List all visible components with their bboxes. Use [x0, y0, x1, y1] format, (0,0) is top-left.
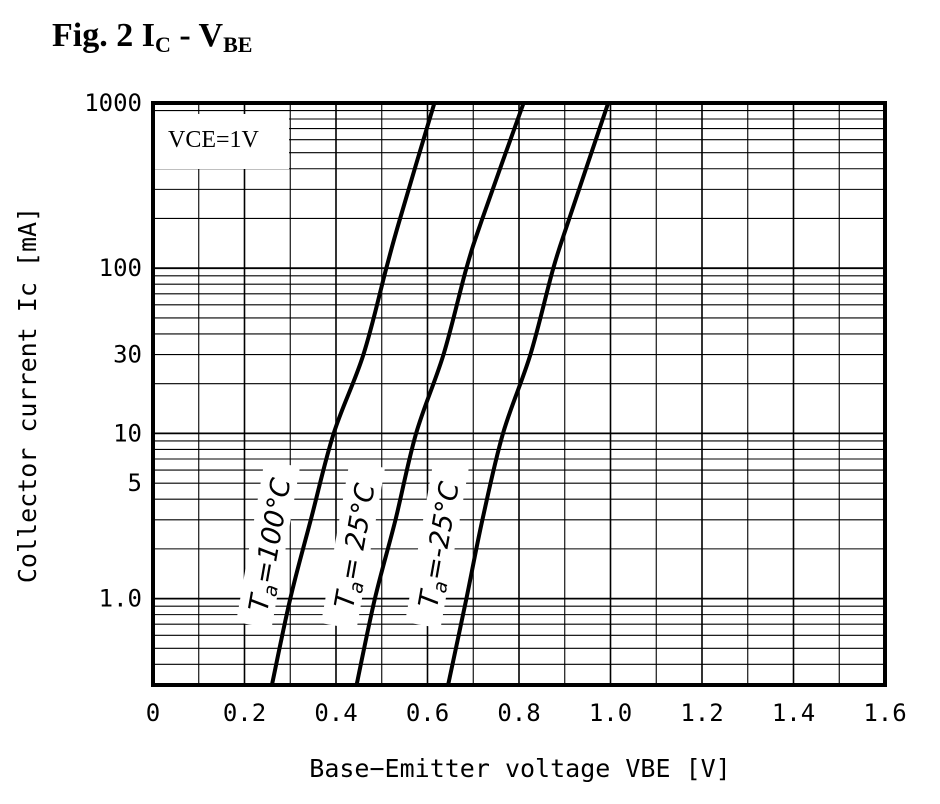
curve-label-background — [236, 460, 301, 629]
x-tick-label: 1.4 — [772, 699, 815, 727]
curve-label-background — [321, 461, 386, 630]
curve-labels: Ta=100°C Ta= 25°C Ta=-25°C — [236, 460, 470, 630]
x-tick-label: 1.2 — [680, 699, 723, 727]
curve-series-2 — [354, 101, 526, 687]
curve-label-1: Ta=100°C — [236, 460, 301, 629]
vce-annotation: VCE=1V — [168, 127, 260, 153]
x-axis-ticks: 0 0.2 0.4 0.6 0.8 1.0 1.2 1.4 1.6 — [146, 699, 907, 727]
x-tick-label: 0.8 — [497, 699, 540, 727]
x-tick-label: 0.6 — [406, 699, 449, 727]
x-tick-label: 1.6 — [863, 699, 906, 727]
annotation-box — [155, 114, 289, 169]
curve-label-3: Ta=-25°C — [405, 460, 470, 629]
y-tick-label: 1000 — [84, 89, 142, 117]
chart-title: Fig. 2 IC - VBE — [52, 17, 252, 57]
x-tick-label: 0.4 — [314, 699, 357, 727]
plot-frame — [151, 101, 887, 687]
y-tick-label: 10 — [113, 419, 142, 447]
y-tick-label: 1.0 — [99, 585, 142, 613]
y-tick-label: 5 — [128, 469, 142, 497]
y-axis-ticks: 1000 100 30 10 5 1.0 — [84, 89, 142, 613]
y-axis-title: Collector current Ic [mA] — [13, 207, 42, 583]
curve-series-1 — [269, 101, 437, 687]
y-tick-label: 30 — [113, 341, 142, 369]
curve-series-3 — [446, 101, 611, 687]
grid — [153, 103, 885, 686]
x-axis-title: Base−Emitter voltage VBE [V] — [309, 754, 730, 783]
curve-label-background — [405, 460, 470, 629]
x-tick-label: 0 — [146, 699, 160, 727]
y-tick-label: 100 — [99, 254, 142, 282]
x-tick-label: 1.0 — [589, 699, 632, 727]
x-tick-label: 0.2 — [223, 699, 266, 727]
curves — [269, 101, 611, 687]
curve-label-2: Ta= 25°C — [321, 461, 386, 630]
